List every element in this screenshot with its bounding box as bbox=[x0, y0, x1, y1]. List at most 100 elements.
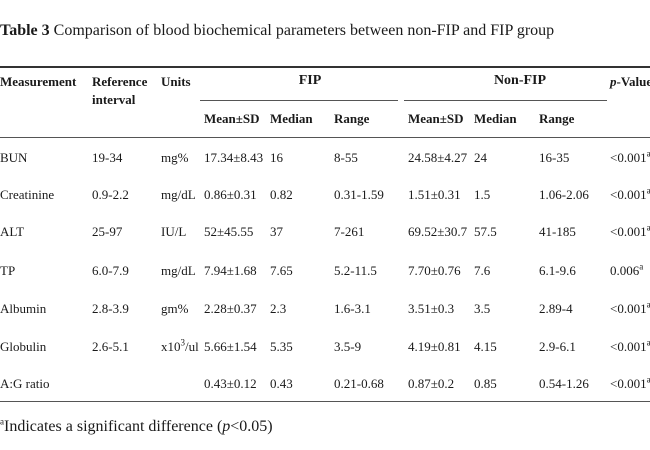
cell-fip-range: 0.21-0.68 bbox=[334, 376, 384, 391]
cell-nonfip-range: 2.9-6.1 bbox=[539, 339, 576, 354]
p-value-text: <0.001 bbox=[610, 224, 647, 239]
cell-fip-mean: 0.43±0.12 bbox=[204, 376, 257, 391]
cell-fip-mean: 5.66±1.54 bbox=[204, 339, 257, 354]
cell-nonfip-median: 57.5 bbox=[474, 224, 497, 239]
cell-nonfip-mean: 69.52±30.7 bbox=[408, 224, 468, 239]
table-title: Comparison of blood biochemical paramete… bbox=[53, 22, 555, 39]
units-suffix: /ul bbox=[185, 339, 199, 354]
cell-fip-mean: 17.34±8.43 bbox=[204, 150, 264, 165]
cell-reference: 6.0-7.9 bbox=[92, 263, 129, 278]
cell-measurement: A:G ratio bbox=[0, 376, 50, 391]
cell-fip-mean: 0.86±0.31 bbox=[204, 187, 257, 202]
significance-mark: a bbox=[646, 148, 650, 159]
cell-units: x103/ul bbox=[161, 337, 199, 355]
cell-nonfip-median: 0.85 bbox=[474, 376, 497, 391]
cell-fip-median: 0.43 bbox=[270, 376, 293, 391]
cell-nonfip-mean: 0.87±0.2 bbox=[408, 376, 455, 391]
cell-nonfip-range: 6.1-9.6 bbox=[539, 263, 576, 278]
footnote-text-after: <0.05) bbox=[230, 418, 273, 435]
header-reference-line1: Reference bbox=[92, 74, 148, 89]
cell-nonfip-median: 7.6 bbox=[474, 263, 491, 278]
cell-fip-range: 0.31-1.59 bbox=[334, 187, 384, 202]
cell-measurement: BUN bbox=[0, 150, 28, 165]
p-value-text: 0.006 bbox=[610, 263, 640, 278]
header-nonfip-mean: Mean±SD bbox=[408, 111, 464, 126]
header-rule bbox=[0, 137, 650, 138]
p-value-text: <0.001 bbox=[610, 376, 647, 391]
header-reference-line2: interval bbox=[92, 92, 136, 107]
p-value-text: <0.001 bbox=[610, 301, 647, 316]
cell-nonfip-mean: 1.51±0.31 bbox=[408, 187, 461, 202]
significance-mark: a bbox=[646, 374, 650, 385]
cell-units: gm% bbox=[161, 301, 189, 316]
header-fip-median: Median bbox=[270, 111, 313, 126]
cell-units: mg/dL bbox=[161, 187, 196, 202]
cell-nonfip-median: 1.5 bbox=[474, 187, 491, 202]
cell-fip-range: 8-55 bbox=[334, 150, 358, 165]
cell-units: mg% bbox=[161, 150, 189, 165]
p-value-text: <0.001 bbox=[610, 339, 647, 354]
footnote-mark: a bbox=[0, 416, 4, 427]
header-nonfip-range: Range bbox=[539, 111, 575, 126]
header-nonfip-group: Non-FIP bbox=[493, 73, 547, 88]
cell-units: IU/L bbox=[161, 224, 187, 239]
cell-fip-range: 3.5-9 bbox=[334, 339, 362, 354]
cell-units: mg/dL bbox=[161, 263, 196, 278]
nonfip-subrule bbox=[404, 100, 607, 101]
cell-nonfip-median: 4.15 bbox=[474, 339, 497, 354]
units-exponent: 3 bbox=[180, 337, 186, 348]
table-label: Table 3 bbox=[0, 22, 50, 39]
cell-p-value: 0.006a bbox=[610, 261, 644, 279]
significance-mark: a bbox=[639, 261, 644, 272]
cell-fip-mean: 7.94±1.68 bbox=[204, 263, 257, 278]
cell-fip-mean: 52±45.55 bbox=[204, 224, 254, 239]
cell-nonfip-range: 1.06-2.06 bbox=[539, 187, 589, 202]
cell-reference: 19-34 bbox=[92, 150, 123, 165]
cell-nonfip-range: 16-35 bbox=[539, 150, 570, 165]
cell-fip-median: 7.65 bbox=[270, 263, 293, 278]
header-nonfip-median: Median bbox=[474, 111, 517, 126]
footnote-text-before: Indicates a significant difference ( bbox=[4, 418, 223, 435]
cell-fip-median: 2.3 bbox=[270, 301, 287, 316]
cell-reference: 25-97 bbox=[92, 224, 123, 239]
table-footnote: aIndicates a significant difference (p<0… bbox=[0, 416, 273, 436]
table-caption: Table 3 Comparison of blood biochemical … bbox=[0, 22, 554, 40]
cell-fip-median: 0.82 bbox=[270, 187, 293, 202]
header-fip-mean: Mean±SD bbox=[204, 111, 260, 126]
cell-nonfip-mean: 3.51±0.3 bbox=[408, 301, 455, 316]
cell-nonfip-median: 24 bbox=[474, 150, 487, 165]
cell-fip-range: 7-261 bbox=[334, 224, 365, 239]
cell-nonfip-mean: 4.19±0.81 bbox=[408, 339, 461, 354]
header-p-letter: p bbox=[610, 74, 617, 89]
cell-p-value: <0.001a bbox=[610, 222, 650, 240]
header-p-value: p-Value bbox=[610, 74, 650, 90]
cell-nonfip-range: 2.89-4 bbox=[539, 301, 573, 316]
cell-nonfip-mean: 24.58±4.27 bbox=[408, 150, 468, 165]
cell-measurement: Albumin bbox=[0, 301, 47, 316]
cell-p-value: <0.001a bbox=[610, 299, 650, 317]
cell-nonfip-median: 3.5 bbox=[474, 301, 491, 316]
header-measurement: Measurement bbox=[0, 74, 77, 89]
footnote-p-letter: p bbox=[222, 418, 231, 435]
cell-reference: 2.8-3.9 bbox=[92, 301, 129, 316]
top-rule bbox=[0, 66, 650, 68]
significance-mark: a bbox=[646, 185, 650, 196]
cell-nonfip-range: 41-185 bbox=[539, 224, 576, 239]
cell-fip-median: 5.35 bbox=[270, 339, 293, 354]
header-p-suffix: -Value bbox=[616, 74, 650, 89]
cell-measurement: ALT bbox=[0, 224, 25, 239]
cell-p-value: <0.001a bbox=[610, 337, 650, 355]
cell-p-value: <0.001a bbox=[610, 374, 650, 392]
p-value-text: <0.001 bbox=[610, 187, 647, 202]
cell-p-value: <0.001a bbox=[610, 185, 650, 203]
significance-mark: a bbox=[646, 337, 650, 348]
cell-nonfip-mean: 7.70±0.76 bbox=[408, 263, 461, 278]
cell-fip-median: 37 bbox=[270, 224, 283, 239]
cell-fip-median: 16 bbox=[270, 150, 283, 165]
cell-fip-range: 1.6-3.1 bbox=[334, 301, 371, 316]
significance-mark: a bbox=[646, 299, 650, 310]
fip-subrule bbox=[200, 100, 398, 101]
significance-mark: a bbox=[646, 222, 650, 233]
units-prefix: x10 bbox=[161, 339, 181, 354]
cell-fip-mean: 2.28±0.37 bbox=[204, 301, 257, 316]
